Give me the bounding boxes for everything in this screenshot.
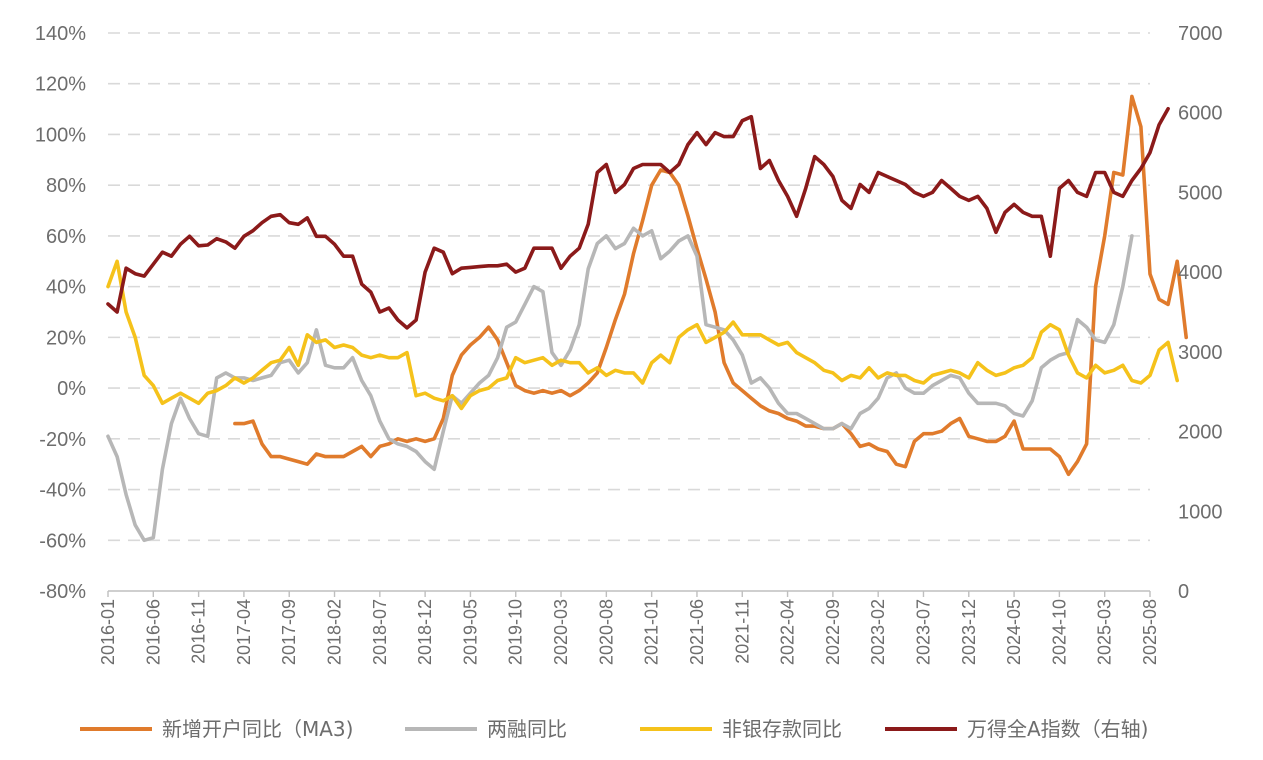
series-line-3 xyxy=(106,259,1179,411)
left-tick-label: 20% xyxy=(46,327,86,349)
left-tick-label: 80% xyxy=(46,175,86,197)
x-tick-label: 2022-04 xyxy=(778,599,798,665)
x-tick-label: 2019-05 xyxy=(460,599,480,665)
x-tick-label: 2016-06 xyxy=(143,599,163,665)
x-tick-label: 2018-07 xyxy=(370,599,390,665)
x-tick-label: 2018-12 xyxy=(415,599,435,665)
x-tick-label: 2019-10 xyxy=(506,599,526,665)
legend-item: 新增开户同比（MA3) xyxy=(80,717,353,741)
gridlines xyxy=(108,32,1150,542)
left-tick-label: -20% xyxy=(39,429,86,451)
legend-label: 万得全A指数（右轴) xyxy=(967,717,1148,741)
x-tick-label: 2022-09 xyxy=(823,599,843,665)
x-tick-label: 2024-10 xyxy=(1049,599,1069,665)
left-tick-label: 0% xyxy=(57,378,86,400)
left-tick-label: 100% xyxy=(35,124,86,146)
series-lines xyxy=(106,94,1188,543)
x-tick-label: 2025-03 xyxy=(1095,599,1115,665)
right-axis-ticks: 0 1000 2000 3000 4000 5000 6000 7000 xyxy=(1178,23,1223,603)
x-tick-label: 2021-11 xyxy=(732,599,752,664)
legend: 新增开户同比（MA3) 两融同比 非银存款同比 万得全A指数（右轴) xyxy=(80,717,1148,741)
x-tick-label: 2017-04 xyxy=(234,599,254,665)
x-tick-label: 2023-12 xyxy=(959,599,979,665)
left-tick-label: -60% xyxy=(39,530,86,552)
x-tick-label: 2021-01 xyxy=(642,599,662,665)
left-tick-label: 40% xyxy=(46,277,86,299)
x-tick-label: 2020-03 xyxy=(551,599,571,665)
right-tick-label: 5000 xyxy=(1178,182,1223,204)
series-line-2 xyxy=(106,226,1134,543)
right-tick-label: 0 xyxy=(1178,581,1189,603)
right-tick-label: 2000 xyxy=(1178,422,1223,444)
x-tick-label: 2020-08 xyxy=(596,599,616,665)
left-axis-ticks: -80% -60% -40% -20% 0% 20% 40% 60% 80% 100% 120% 14… xyxy=(35,23,86,603)
legend-label: 两融同比 xyxy=(487,717,567,741)
legend-item: 两融同比 xyxy=(405,717,567,741)
legend-label: 新增开户同比（MA3) xyxy=(162,717,353,741)
x-tick-label: 2017-09 xyxy=(279,599,299,665)
left-tick-label: 60% xyxy=(46,226,86,248)
x-tick-label: 2023-02 xyxy=(868,599,888,665)
legend-item: 非银存款同比 xyxy=(640,717,842,741)
left-tick-label: -80% xyxy=(39,581,86,603)
x-tick-label: 2021-06 xyxy=(687,599,707,665)
legend-item: 万得全A指数（右轴) xyxy=(885,717,1148,741)
left-tick-label: -40% xyxy=(39,480,86,502)
right-tick-label: 3000 xyxy=(1178,342,1223,364)
legend-label: 非银存款同比 xyxy=(722,717,842,741)
x-tick-label: 2018-02 xyxy=(325,599,345,665)
x-tick-label: 2016-11 xyxy=(189,599,209,664)
right-tick-label: 1000 xyxy=(1178,501,1223,523)
right-tick-label: 4000 xyxy=(1178,262,1223,284)
axes xyxy=(107,590,1151,597)
x-tick-label: 2023-07 xyxy=(913,599,933,665)
x-tick-label: 2024-05 xyxy=(1004,599,1024,665)
left-tick-label: 140% xyxy=(35,23,86,45)
right-tick-label: 6000 xyxy=(1178,103,1223,125)
x-axis-ticks: 2016-01 2016-06 2016-11 2017-04 2017-09 2018-… xyxy=(98,599,1160,665)
x-tick-label: 2016-01 xyxy=(98,599,118,665)
right-tick-label: 7000 xyxy=(1178,23,1223,45)
left-tick-label: 120% xyxy=(35,74,86,96)
series-line-4 xyxy=(106,106,1170,330)
x-tick-label: 2025-08 xyxy=(1140,599,1160,665)
